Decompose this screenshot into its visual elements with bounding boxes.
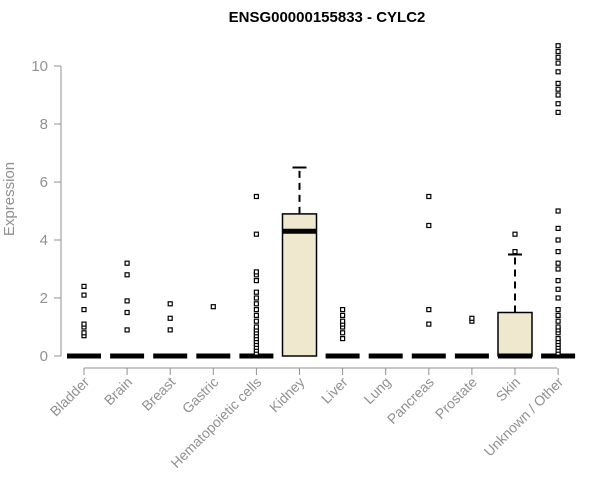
x-tick-label: Kidney [266,374,308,416]
box-rect [497,311,533,357]
outlier-point [555,109,561,116]
box-group [411,193,446,359]
chart-title: ENSG00000155833 - CYLC2 [229,9,426,26]
box-rect [281,213,318,357]
box-group [541,43,576,359]
y-axis-ticks: 0 2 4 6 8 10 [31,58,61,365]
box-group [153,301,188,359]
outlier-point [555,48,561,55]
outlier-point [426,307,432,313]
outlier-point [555,278,561,284]
outlier-point [81,283,87,289]
outlier-point [210,304,216,310]
outlier-point [426,193,432,200]
outlier-point [124,260,130,266]
outlier-point [469,315,475,321]
box-series [67,43,576,359]
outlier-point [124,298,130,304]
outlier-point [253,312,259,318]
outlier-point [253,324,259,330]
x-tick-label: Pancreas [384,374,437,427]
outlier-point [555,43,561,49]
y-axis-label: Expression [1,162,18,236]
outlier-point [555,69,561,75]
outlier-point [340,318,346,324]
outlier-point [555,101,561,107]
outlier-point [512,231,518,237]
x-tick-label: Gastric [179,374,222,417]
outlier-point [167,315,173,321]
y-tick-label: 10 [31,58,48,75]
outlier-point [555,295,561,301]
outlier-point [555,225,561,231]
outlier-point [555,307,561,313]
outlier-point [340,330,346,336]
outlier-point [555,336,561,342]
outlier-point [555,324,561,330]
outlier-point [555,312,561,318]
outlier-point [253,301,259,307]
box-group [497,231,533,359]
outlier-point [253,295,259,301]
outlier-point [555,86,561,92]
y-tick-label: 8 [40,116,48,133]
outlier-point [555,266,561,272]
x-tick-label: Liver [318,374,351,407]
outlier-point [124,272,130,278]
outlier-point [124,327,130,333]
outlier-point [340,312,346,318]
y-tick-label: 2 [40,290,48,307]
outlier-point [555,54,561,60]
outlier-point [555,92,561,98]
outlier-point [555,80,561,87]
outlier-point [81,292,87,298]
outlier-point [555,60,561,66]
outlier-point [167,301,173,307]
box-group [67,283,101,359]
box-group [110,260,145,359]
x-tick-label: Breast [138,374,178,414]
outlier-point [555,318,561,324]
x-tick-label: Bladder [47,374,93,420]
outlier-point [555,249,561,255]
outlier-point [253,231,259,237]
y-tick-label: 0 [40,348,48,365]
outlier-point [340,336,346,342]
outlier-point [124,309,130,316]
outlier-point [167,327,173,333]
x-tick-label: Unknown / Other [481,374,567,460]
outlier-point [555,237,561,243]
outlier-point [253,318,259,324]
x-tick-label: Prostate [432,374,480,422]
outlier-point [81,307,87,313]
outlier-point [81,330,87,336]
box-group [325,307,360,359]
outlier-point [555,208,561,214]
x-tick-label: Skin [493,374,524,405]
outlier-point [253,269,259,275]
outlier-point [253,307,259,313]
outlier-point [512,249,518,255]
outlier-point [426,321,432,327]
outlier-point [253,193,259,200]
box-group [281,166,318,357]
y-tick-label: 4 [40,232,48,249]
x-tick-label: Brain [101,374,135,408]
box-group [196,304,231,359]
outlier-point [253,278,259,284]
box-group [239,193,274,359]
outlier-point [340,307,346,313]
box-group [454,315,489,359]
outlier-point [253,289,259,295]
outlier-point [426,222,432,229]
y-tick-label: 6 [40,174,48,191]
x-tick-label: Lung [360,374,393,407]
outlier-point [555,260,561,266]
outlier-point [555,286,561,292]
outlier-point [81,321,87,327]
